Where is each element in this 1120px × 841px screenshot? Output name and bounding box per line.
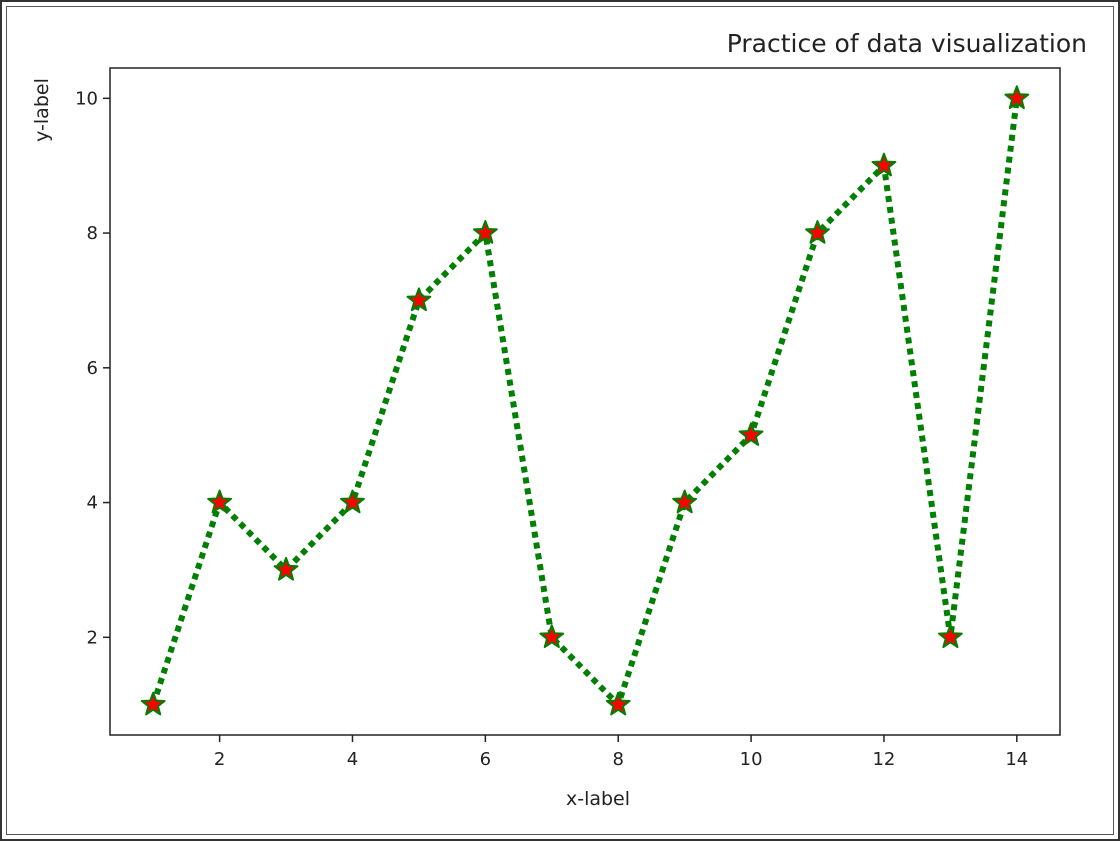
x-tick-label: 4 [347, 749, 358, 770]
figure-inner-border [6, 6, 1114, 835]
x-tick-label: 14 [1005, 749, 1028, 770]
series-line [150, 97, 1020, 708]
chart-title: Practice of data visualization [727, 29, 1087, 58]
data-point [207, 489, 233, 514]
data-point [406, 287, 432, 312]
data-point [672, 489, 698, 514]
data-point [1004, 85, 1030, 110]
x-axis-label: x-label [566, 788, 630, 810]
y-tick-label: 4 [87, 493, 98, 514]
data-point [738, 422, 764, 446]
x-tick-label: 12 [872, 749, 895, 770]
data-point [871, 152, 897, 177]
data-point [273, 556, 299, 581]
series-layer [140, 85, 1030, 716]
y-axis-ticks: 2 4 6 8 10 [75, 88, 110, 648]
x-tick-label: 2 [214, 749, 225, 770]
data-point [605, 691, 631, 716]
x-tick-label: 6 [480, 749, 491, 770]
data-point [805, 220, 830, 244]
x-tick-label: 8 [612, 749, 623, 770]
plot-area [109, 67, 1061, 736]
y-tick-label: 8 [87, 223, 98, 244]
y-tick-label: 2 [87, 627, 98, 648]
data-point [140, 691, 166, 716]
data-point [472, 220, 498, 244]
y-tick-label: 10 [75, 88, 98, 109]
x-axis-ticks: 2 4 6 8 10 12 14 [214, 735, 1028, 770]
y-axis-label: y-label [31, 78, 53, 142]
data-point [340, 489, 365, 514]
x-tick-label: 10 [740, 749, 763, 770]
data-point [937, 624, 963, 649]
data-point [539, 624, 565, 649]
y-tick-label: 6 [87, 358, 98, 379]
